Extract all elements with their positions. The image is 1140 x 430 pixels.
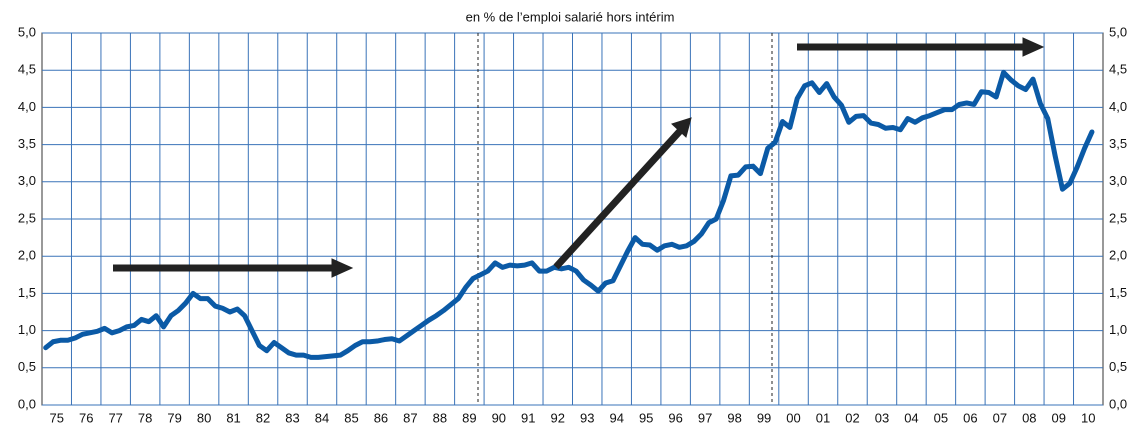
y-tick-label: 4,5 xyxy=(18,62,36,77)
x-tick-label: 08 xyxy=(1022,410,1036,425)
x-tick-label: 81 xyxy=(226,410,240,425)
x-tick-label: 97 xyxy=(698,410,712,425)
y2-tick-label: 3,5 xyxy=(1109,136,1127,151)
x-tick-label: 83 xyxy=(285,410,299,425)
x-tick-label: 07 xyxy=(993,410,1007,425)
x-tick-label: 93 xyxy=(580,410,594,425)
y-tick-label: 1,5 xyxy=(18,285,36,300)
arrows xyxy=(113,37,1045,278)
y-tick-label: 4,0 xyxy=(18,99,36,114)
x-tick-label: 88 xyxy=(433,410,447,425)
x-tick-label: 04 xyxy=(904,410,918,425)
x-tick-label: 00 xyxy=(786,410,800,425)
x-tick-label: 78 xyxy=(138,410,152,425)
y-tick-label: 5,0 xyxy=(18,24,36,39)
x-tick-label: 75 xyxy=(50,410,64,425)
y2-tick-label: 4,5 xyxy=(1109,62,1127,77)
y2-tick-label: 3,0 xyxy=(1109,173,1127,188)
x-tick-label: 91 xyxy=(521,410,535,425)
x-tick-label: 96 xyxy=(668,410,682,425)
grid xyxy=(42,32,1103,406)
x-tick-label: 80 xyxy=(197,410,211,425)
y2-tick-label: 5,0 xyxy=(1109,24,1127,39)
x-tick-label: 82 xyxy=(256,410,270,425)
x-tick-label: 99 xyxy=(757,410,771,425)
y2-tick-label: 2,0 xyxy=(1109,248,1127,263)
x-tick-label: 01 xyxy=(816,410,830,425)
x-tick-label: 02 xyxy=(845,410,859,425)
y-tick-label: 2,0 xyxy=(18,248,36,263)
marks xyxy=(43,69,1095,360)
x-tick-label: 94 xyxy=(609,410,623,425)
y-tick-label: 0,0 xyxy=(18,396,36,411)
x-tick-label: 98 xyxy=(727,410,741,425)
arrow xyxy=(553,128,683,270)
x-tick-label: 06 xyxy=(963,410,977,425)
x-tick-label: 09 xyxy=(1052,410,1066,425)
x-tick-label: 76 xyxy=(79,410,93,425)
x-tick-label: 79 xyxy=(167,410,181,425)
arrow-head xyxy=(671,117,692,138)
x-tick-label: 05 xyxy=(934,410,948,425)
x-tick-label: 92 xyxy=(551,410,565,425)
x-tick-label: 89 xyxy=(462,410,476,425)
y2-tick-label: 0,0 xyxy=(1109,396,1127,411)
data-line xyxy=(43,69,1095,360)
x-tick-label: 10 xyxy=(1081,410,1095,425)
x-tick-label: 77 xyxy=(108,410,122,425)
y-tick-label: 2,5 xyxy=(18,210,36,225)
chart-title: en % de l’emploi salarié hors intérim xyxy=(466,9,675,24)
x-tick-label: 90 xyxy=(492,410,506,425)
y2-tick-label: 0,5 xyxy=(1109,359,1127,374)
y2-tick-label: 1,0 xyxy=(1109,322,1127,337)
y-tick-label: 3,0 xyxy=(18,173,36,188)
x-tick-label: 87 xyxy=(403,410,417,425)
y-tick-label: 3,5 xyxy=(18,136,36,151)
arrow-head xyxy=(1022,37,1045,57)
y-tick-label: 0,5 xyxy=(18,359,36,374)
y2-tick-label: 4,0 xyxy=(1109,99,1127,114)
x-tick-label: 85 xyxy=(344,410,358,425)
arrow-head xyxy=(331,258,354,278)
x-tick-label: 86 xyxy=(374,410,388,425)
y-tick-label: 1,0 xyxy=(18,322,36,337)
x-tick-label: 84 xyxy=(315,410,329,425)
x-tick-label: 95 xyxy=(639,410,653,425)
y2-tick-label: 2,5 xyxy=(1109,210,1127,225)
x-tick-label: 03 xyxy=(875,410,889,425)
y2-tick-label: 1,5 xyxy=(1109,285,1127,300)
